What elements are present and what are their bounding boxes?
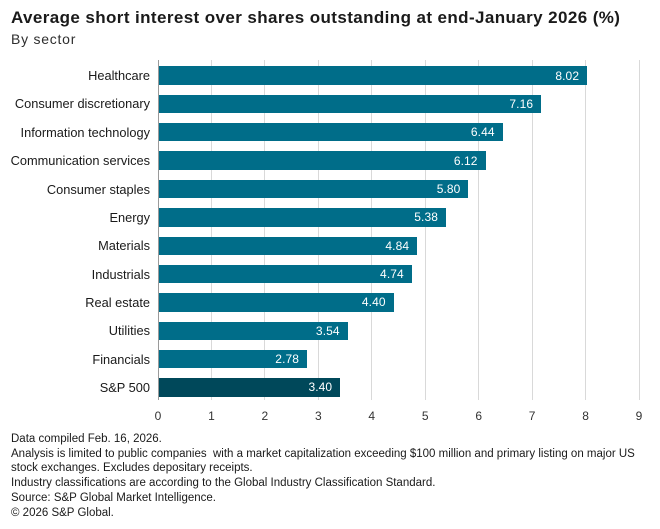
category-label: Industrials [91, 266, 150, 282]
value-label: 4.74 [380, 267, 404, 282]
value-label: 3.40 [308, 380, 333, 395]
value-label: 4.84 [385, 238, 410, 253]
gridline-x-5 [424, 60, 426, 400]
x-tick-label: 7 [528, 409, 536, 423]
x-tick-label: 0 [154, 409, 162, 423]
category-label: Financials [92, 351, 150, 367]
bar-consumer-staples: 5.80 [158, 179, 469, 199]
footer-line: Source: S&P Global Market Intelligence. [11, 491, 216, 504]
footer-line: Data compiled Feb. 16, 2026. [11, 433, 162, 446]
bar-row: 6.44 [158, 123, 639, 142]
bar-row: 4.40 [158, 293, 639, 312]
bar-row: 5.38 [158, 208, 639, 227]
x-tick-label: 9 [635, 409, 643, 423]
bar-row: 7.16 [158, 94, 639, 114]
gridline-x-7 [531, 60, 533, 400]
x-tick-label: 2 [261, 409, 269, 423]
x-tick-label: 1 [208, 409, 215, 423]
bar-row: 4.74 [158, 264, 639, 284]
bar-materials: 4.84 [158, 236, 418, 255]
bar-industrials: 4.74 [158, 264, 412, 284]
value-label: 5.80 [436, 181, 461, 196]
bar-row: 6.12 [158, 151, 639, 170]
bar-healthcare: 8.02 [158, 66, 588, 85]
category-label: Communication services [10, 153, 150, 169]
category-label: Materials [98, 238, 150, 254]
value-label: 6.44 [470, 125, 495, 140]
chart-title: Average short interest over shares outst… [11, 8, 621, 27]
category-label: Consumer staples [46, 181, 150, 197]
axis-zero-line [157, 60, 159, 400]
bar-row: 2.78 [158, 349, 639, 369]
bar-row: 3.40 [158, 378, 639, 397]
value-label: 5.38 [414, 210, 439, 225]
category-label: Information technology [20, 124, 150, 140]
bar-financials: 2.78 [158, 349, 308, 369]
category-label: Healthcare [88, 68, 150, 84]
bar-row: 4.84 [158, 236, 639, 255]
gridline-x-1 [210, 60, 212, 400]
category-label: Energy [109, 209, 150, 225]
chart-subtitle: By sector [11, 31, 77, 47]
footer-line: stock exchanges. Excludes depositary rec… [11, 461, 253, 474]
category-label: Utilities [108, 323, 150, 339]
value-label: 3.54 [315, 323, 340, 338]
footer-line: Industry classifications are according t… [11, 476, 436, 489]
footer-line: Analysis is limited to public companies … [11, 448, 635, 461]
gridline-x-3 [317, 60, 319, 400]
value-label: 7.16 [509, 96, 534, 111]
value-label: 2.78 [275, 352, 300, 367]
value-label: 6.12 [453, 153, 478, 168]
x-tick-label: 5 [421, 409, 429, 423]
bar-information-technology: 6.44 [158, 123, 503, 142]
plot-area: 8.02 7.16 6.44 6.12 5.80 5.38 4.84 4.74 4.40 3.54… [157, 60, 640, 400]
x-tick-label: 6 [475, 409, 482, 423]
bar-s-p-500: 3.40 [158, 378, 341, 397]
value-label: 4.40 [361, 295, 386, 310]
category-label: Consumer discretionary [14, 96, 150, 112]
gridline-x-6 [478, 60, 480, 400]
bar-row: 8.02 [158, 66, 639, 85]
bar-row: 5.80 [158, 179, 639, 199]
x-tick-label: 8 [582, 409, 589, 423]
bar-energy: 5.38 [158, 208, 447, 227]
category-label: Real estate [85, 294, 150, 310]
gridline-x-4 [371, 60, 373, 400]
gridline-x-9 [638, 60, 640, 400]
bar-communication-services: 6.12 [158, 151, 486, 170]
gridline-x-8 [585, 60, 587, 400]
bar-consumer-discretionary: 7.16 [158, 94, 542, 114]
bar-row: 3.54 [158, 321, 639, 340]
bar-real-estate: 4.40 [158, 293, 394, 312]
value-label: 8.02 [555, 68, 580, 83]
category-label: S&P 500 [99, 379, 150, 395]
bar-utilities: 3.54 [158, 321, 348, 340]
gridline-x-2 [264, 60, 266, 400]
x-tick-label: 4 [368, 409, 376, 423]
x-tick-label: 3 [314, 409, 322, 423]
footer-line: © 2026 S&P Global. [11, 506, 114, 519]
